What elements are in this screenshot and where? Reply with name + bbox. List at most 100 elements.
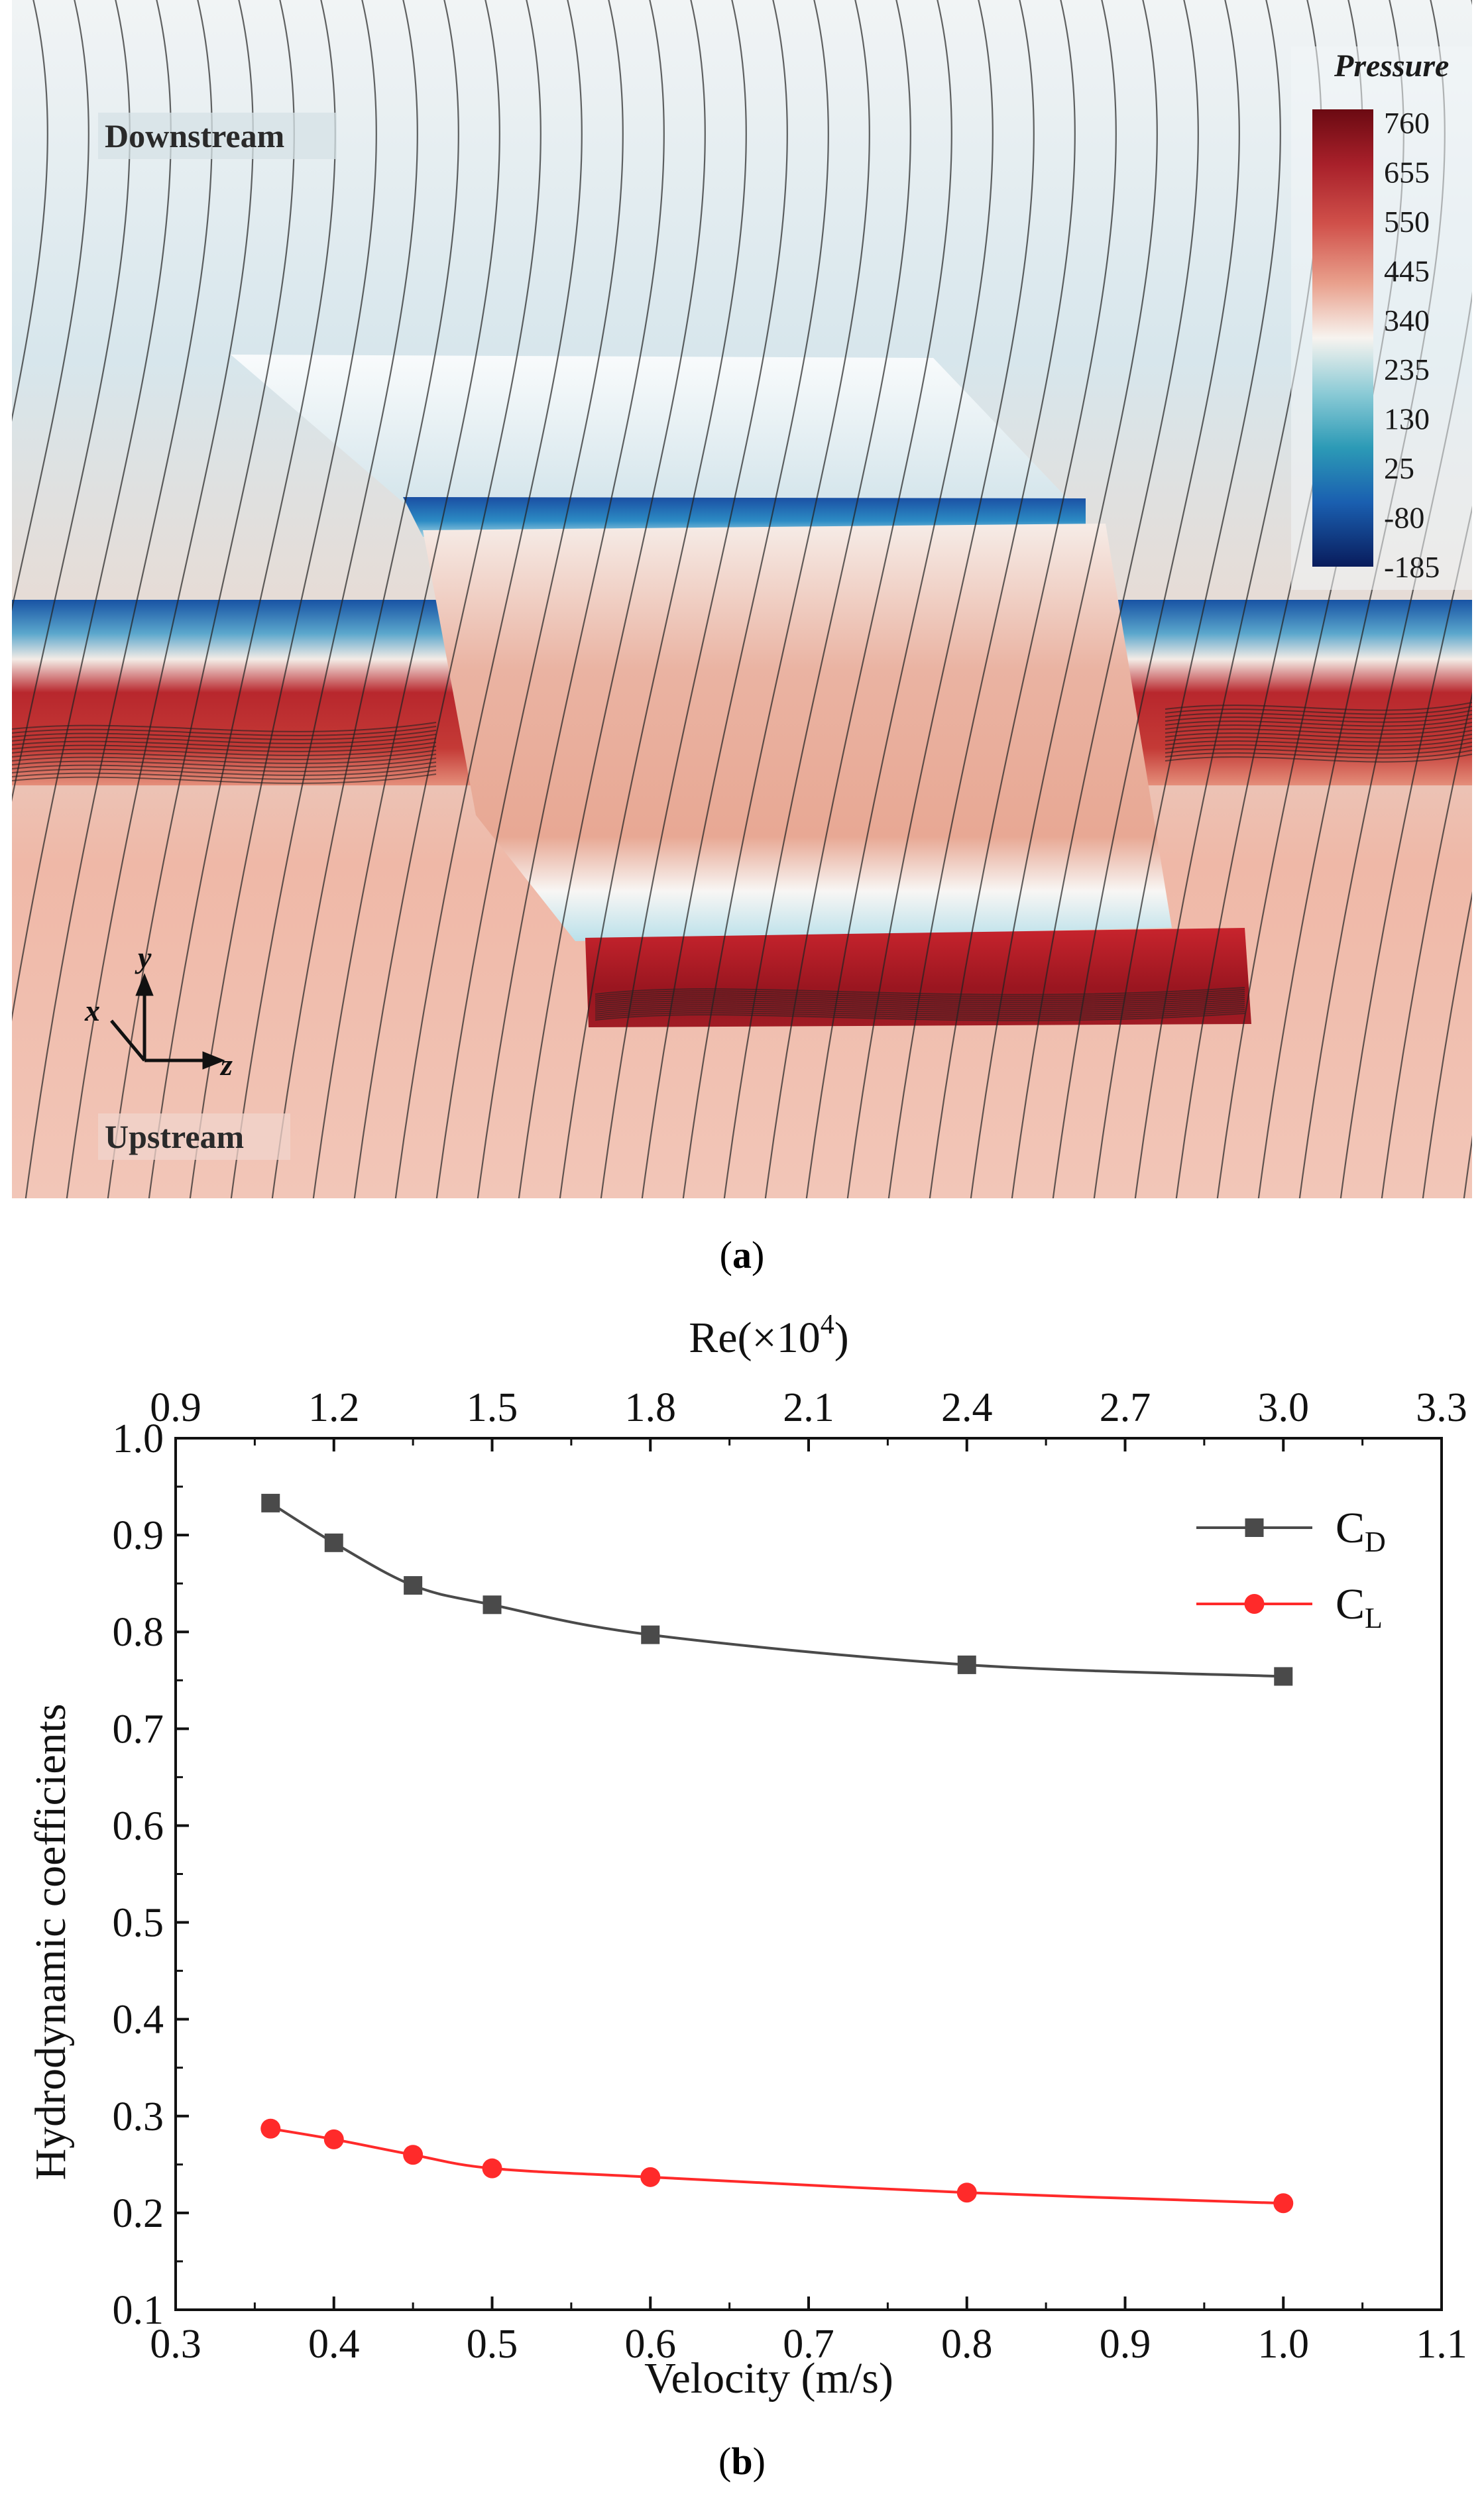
- plot-frame: [174, 1437, 1443, 2311]
- colorbar-tick-label: 340: [1384, 304, 1430, 337]
- x-tick-label: 1.0: [1258, 2322, 1310, 2367]
- wake-streamline: [1165, 702, 1472, 711]
- left-axis: 0.1 0.2 0.3 0.4 0.5 0.6 0.7 0.8 0.9 1.0: [113, 1416, 189, 2333]
- streamline: [477, 0, 665, 1198]
- downstream-label: Downstream: [98, 113, 337, 159]
- colorbar-title: Pressure: [1334, 48, 1449, 84]
- wake-streamline: [595, 995, 1245, 1003]
- axis-x-label: x: [84, 993, 100, 1027]
- legend-label: CD: [1336, 1504, 1386, 1558]
- wake-streamline: [12, 769, 437, 780]
- data-point-l: [260, 2118, 281, 2139]
- top-axis: 0.9 1.2 1.5 1.8 2.1 2.4 2.7 3.0 3.3: [150, 1385, 1467, 1451]
- data-point-l: [640, 2167, 661, 2187]
- colorbar-ticks: 760 655 550 445 340 235 130 25 -80 -185: [1384, 106, 1440, 584]
- wake-streamline: [12, 750, 437, 760]
- wake-streamline: [12, 734, 437, 744]
- streamline: [641, 0, 829, 1198]
- plot-area-border: [174, 1437, 1443, 2311]
- wake-streamline: [12, 738, 437, 748]
- streamline: [1381, 691, 1472, 1198]
- colorbar-tick-label: 760: [1384, 106, 1430, 140]
- caption-b: (b): [718, 2440, 766, 2483]
- wake-streamline: [12, 758, 437, 768]
- data-point-l: [1273, 2193, 1294, 2214]
- legend-label-main: C: [1336, 1504, 1365, 1552]
- legend-label-sub: L: [1365, 1602, 1383, 1634]
- y-tick-label: 0.6: [113, 1803, 164, 1848]
- legend-label: CL: [1336, 1580, 1383, 1634]
- y-tick-label: 0.2: [113, 2191, 164, 2236]
- y-tick-label: 0.7: [113, 1707, 164, 1752]
- axis-triad: [110, 973, 225, 1070]
- top-axis-title-base: Re(×10: [689, 1314, 821, 1362]
- data-point-l: [403, 2145, 424, 2165]
- wake-streamline: [12, 762, 437, 772]
- coefficients-chart: 0.9 1.2 1.5 1.8 2.1 2.4 2.7 3.0 3.3 0.3 0.4 0.5 0.6…: [27, 1310, 1467, 2403]
- upper-step-surface: [231, 355, 1072, 514]
- streamline: [970, 0, 1158, 1198]
- data-point-d: [641, 1625, 660, 1644]
- axis-x-arrow: [110, 1019, 146, 1062]
- x-tick-label: 0.6: [625, 2322, 677, 2367]
- data-point-d: [1274, 1667, 1293, 1686]
- y-tick-label: 0.3: [113, 2094, 164, 2139]
- wake-streamline: [595, 993, 1245, 1001]
- streamline: [805, 0, 994, 1198]
- colorbar-tick-label: -80: [1384, 501, 1424, 535]
- caption-a-letter: a: [732, 1233, 752, 1276]
- colorbar-tick-label: 235: [1384, 353, 1430, 386]
- x-tick-label: 0.8: [941, 2322, 993, 2367]
- data-point-l: [323, 2129, 344, 2149]
- wake-streamline: [1165, 738, 1472, 747]
- top-tick-label: 1.5: [467, 1385, 518, 1430]
- wake-streamline: [595, 1003, 1245, 1011]
- x-tick-label: 1.1: [1416, 2322, 1467, 2367]
- data-point-d: [483, 1595, 502, 1615]
- wake-streamline: [1165, 726, 1472, 735]
- colorbar-gradient: [1312, 109, 1373, 567]
- wake-streamline: [1165, 750, 1472, 759]
- legend-marker: [1245, 1518, 1264, 1537]
- pressure-colorbar: Pressure 760 655 550 445 340 235 130 25 -80 -185: [1291, 46, 1472, 590]
- legend-marker: [1244, 1594, 1265, 1614]
- wake-streamline: [12, 746, 437, 756]
- series-line-l: [270, 2127, 1284, 2205]
- x-axis-title: Velocity (m/s): [644, 2354, 893, 2403]
- colorbar-tick-label: 655: [1384, 155, 1430, 189]
- data-point-l: [482, 2158, 502, 2179]
- downstream-label-text: Downstream: [105, 117, 284, 154]
- wake-streamline: [12, 766, 437, 776]
- axis-y-label: y: [135, 940, 152, 974]
- wake-streamline: [595, 997, 1245, 1005]
- streamline: [682, 0, 870, 1198]
- wake-streamline: [1165, 722, 1472, 731]
- series-line-d: [270, 1502, 1284, 1678]
- colorbar-tick-label: 25: [1384, 451, 1414, 485]
- data-point-d: [261, 1493, 280, 1512]
- wake-streamline: [12, 742, 437, 752]
- pressure-field-image: Downstream Upstream y z x Pressure 760 65…: [12, 0, 1472, 1198]
- wake-streamline: [595, 999, 1245, 1007]
- data-point-d: [324, 1533, 343, 1552]
- wake-streamline: [595, 1007, 1245, 1015]
- x-tick-label: 0.9: [1100, 2322, 1151, 2367]
- streamline: [12, 0, 48, 422]
- top-tick-label: 3.0: [1258, 1385, 1310, 1430]
- wake-streamline: [1165, 754, 1472, 763]
- y-axis-title: Hydrodynamic coefficients: [27, 1703, 75, 2180]
- y-tick-label: 0.1: [113, 2288, 164, 2333]
- x-tick-label: 0.4: [308, 2322, 360, 2367]
- wake-streamline: [595, 1009, 1245, 1017]
- top-tick-label: 3.3: [1416, 1385, 1467, 1430]
- data-point-d: [404, 1576, 423, 1595]
- streamline: [12, 0, 89, 612]
- wake-streamline: [595, 987, 1245, 995]
- wake-streamline: [1165, 710, 1472, 719]
- wake-streamline: [12, 773, 437, 784]
- streamline: [394, 0, 583, 1198]
- streamline: [518, 0, 706, 1198]
- streamline: [723, 0, 911, 1198]
- streamline: [353, 0, 542, 1198]
- streamline: [559, 0, 747, 1198]
